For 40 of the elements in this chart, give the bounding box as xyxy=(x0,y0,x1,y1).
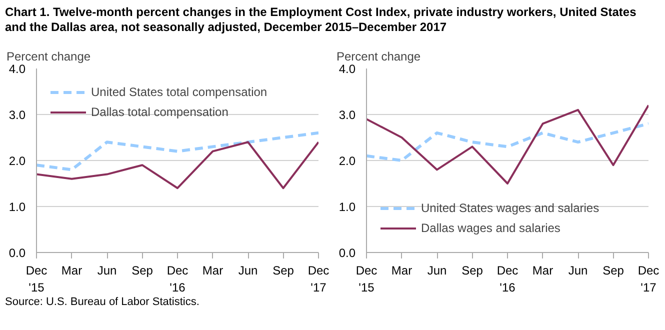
y-tick-label: 2.0 xyxy=(8,154,26,168)
y-tick-label: 3.0 xyxy=(338,108,356,122)
x-tick-label: Jun xyxy=(568,264,588,278)
legend-label: Dallas total compensation xyxy=(91,105,228,119)
y-axis-title: Percent change xyxy=(6,50,91,64)
x-tick-label: Sep xyxy=(462,264,484,278)
legend-label: United States total compensation xyxy=(91,85,268,99)
x-tick-label: Jun xyxy=(97,264,117,278)
x-tick-label: Jun xyxy=(238,264,258,278)
x-tick-label: Sep xyxy=(272,264,294,278)
source-note: Source: U.S. Bureau of Labor Statistics. xyxy=(5,295,200,310)
y-axis-title: Percent change xyxy=(336,50,421,64)
x-tick-label: Dec '15 xyxy=(356,264,378,294)
line-series xyxy=(366,122,648,162)
y-tick-label: 0.0 xyxy=(8,246,26,260)
x-tick-label: Jun xyxy=(427,264,447,278)
legend-label: United States wages and salaries xyxy=(421,201,600,215)
x-tick-label: Dec '16 xyxy=(496,264,518,294)
line-series xyxy=(366,104,648,184)
x-tick-label: Dec '16 xyxy=(166,264,188,294)
x-tick-label: Dec '17 xyxy=(308,264,330,294)
x-tick-label: Dec '15 xyxy=(26,264,48,294)
y-tick-label: 1.0 xyxy=(338,200,356,214)
y-tick-label: 1.0 xyxy=(8,200,26,214)
y-tick-label: 4.0 xyxy=(8,62,26,76)
x-tick-label: Mar xyxy=(202,264,224,278)
line-series xyxy=(36,141,318,190)
y-tick-label: 3.0 xyxy=(8,108,26,122)
chart-title: Chart 1. Twelve-month percent changes in the Employment Cost Index, private industry workers, United States and the Dallas area, not seasonally adjusted, December 2015–December 2017 xyxy=(5,5,636,34)
y-tick-label: 4.0 xyxy=(338,62,356,76)
x-tick-label: Dec '17 xyxy=(638,264,660,294)
x-tick-label: Mar xyxy=(61,264,82,278)
line-series xyxy=(36,131,318,172)
x-tick-label: Sep xyxy=(602,264,624,278)
x-tick-label: Mar xyxy=(532,264,554,278)
x-tick-label: Sep xyxy=(132,264,154,278)
y-tick-label: 0.0 xyxy=(338,246,356,260)
x-tick-label: Mar xyxy=(391,264,412,278)
legend-label: Dallas wages and salaries xyxy=(421,221,560,235)
y-tick-label: 2.0 xyxy=(338,154,356,168)
